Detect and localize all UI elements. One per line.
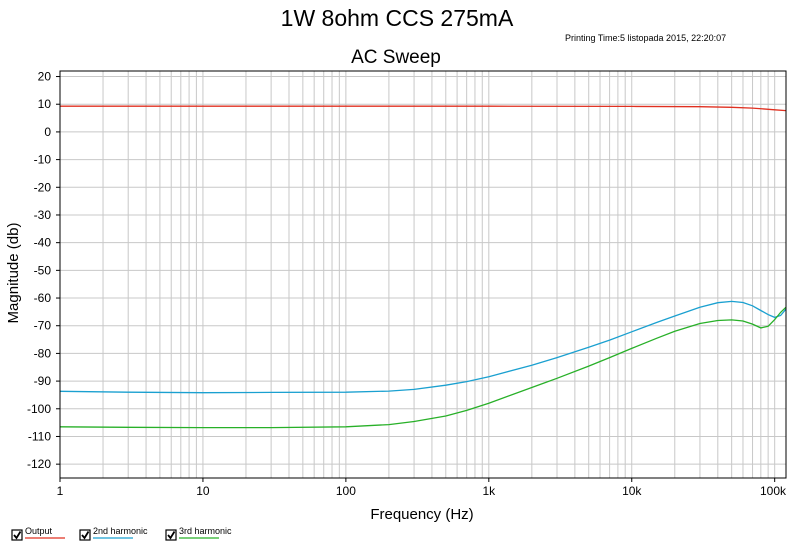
y-axis-label: Magnitude (db) bbox=[5, 223, 22, 324]
x-tick-label: 1k bbox=[482, 484, 496, 498]
legend-item-output[interactable]: Output bbox=[11, 526, 65, 541]
series-line-output bbox=[60, 105, 787, 112]
check-icon bbox=[167, 531, 176, 540]
check-icon bbox=[13, 531, 22, 540]
series-lines bbox=[59, 105, 787, 429]
chart-title: AC Sweep bbox=[351, 47, 441, 68]
y-tick-label: -40 bbox=[34, 236, 52, 250]
y-tick-label: 20 bbox=[38, 70, 52, 84]
axis-ticks: 20100-10-20-30-40-50-60-70-80-90-100-110… bbox=[27, 70, 787, 498]
y-tick-label: -20 bbox=[34, 180, 52, 194]
y-tick-label: -90 bbox=[34, 374, 52, 388]
x-tick-label: 100k bbox=[760, 484, 787, 498]
legend-checkbox[interactable] bbox=[11, 529, 23, 541]
legend-label: 2nd harmonic bbox=[93, 526, 148, 536]
y-tick-label: 0 bbox=[44, 125, 51, 139]
x-tick-label: 10 bbox=[196, 484, 210, 498]
x-tick-label: 100 bbox=[336, 484, 356, 498]
legend-checkbox[interactable] bbox=[79, 529, 91, 541]
plot-frame bbox=[59, 70, 787, 479]
x-axis-label: Frequency (Hz) bbox=[370, 506, 473, 523]
series-line-2nd-harmonic bbox=[59, 300, 787, 394]
x-tick-label: 1 bbox=[57, 484, 64, 498]
window-title: 1W 8ohm CCS 275mA bbox=[281, 5, 514, 31]
legend-label: 3rd harmonic bbox=[179, 526, 232, 536]
legend-label: Output bbox=[25, 526, 53, 536]
y-tick-label: -100 bbox=[27, 402, 51, 416]
y-tick-label: -110 bbox=[28, 429, 51, 443]
printing-time: Printing Time:5 listopada 2015, 22:20:07 bbox=[565, 33, 726, 43]
y-tick-label: -60 bbox=[34, 291, 52, 305]
y-tick-label: -80 bbox=[34, 346, 52, 360]
legend-item-3rd-harmonic[interactable]: 3rd harmonic bbox=[165, 526, 232, 541]
y-tick-label: 10 bbox=[38, 97, 52, 111]
check-icon bbox=[81, 531, 90, 540]
legend-item-2nd-harmonic[interactable]: 2nd harmonic bbox=[79, 526, 148, 541]
grid-lines bbox=[60, 71, 786, 478]
y-tick-label: -70 bbox=[34, 319, 52, 333]
y-tick-label: -30 bbox=[34, 208, 52, 222]
legend-checkbox[interactable] bbox=[165, 529, 177, 541]
y-tick-label: -120 bbox=[27, 457, 51, 471]
series-line-3rd-harmonic bbox=[59, 306, 787, 429]
x-tick-label: 10k bbox=[622, 484, 642, 498]
y-tick-label: -50 bbox=[34, 263, 52, 277]
legend: Output 2nd harmonic 3rd harmonic bbox=[11, 526, 232, 541]
y-tick-label: -10 bbox=[34, 153, 52, 167]
